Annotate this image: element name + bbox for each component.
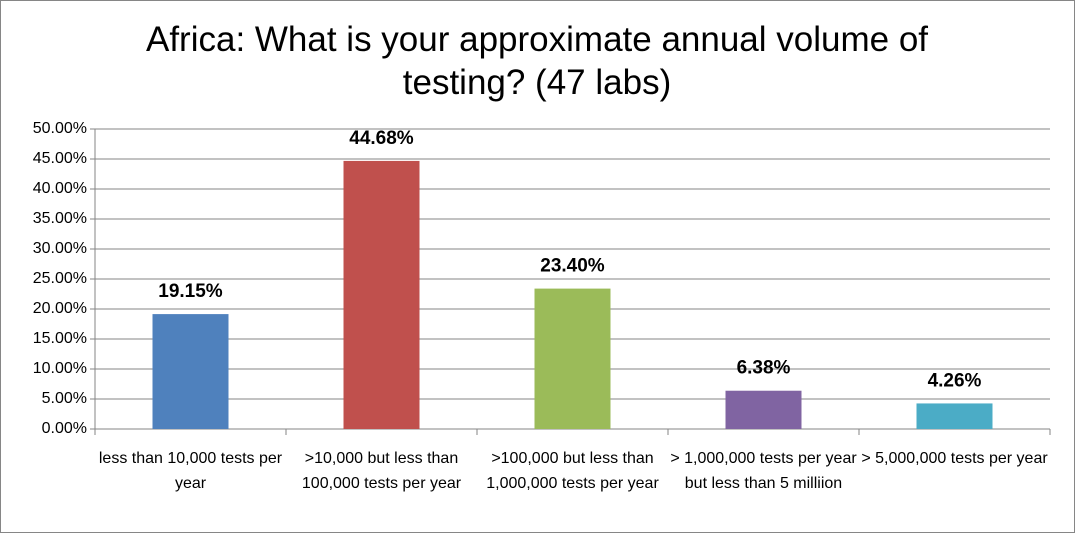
data-label: 4.26% — [928, 370, 982, 391]
y-tick-label: 25.00% — [33, 270, 87, 287]
x-tick-label: > 5,000,000 tests per year — [861, 450, 1048, 467]
bar — [725, 390, 802, 429]
y-tick-label: 50.00% — [33, 120, 87, 137]
y-tick-label: 0.00% — [42, 420, 87, 437]
data-label: 23.40% — [540, 256, 605, 277]
y-tick-label: 5.00% — [42, 390, 87, 407]
y-tick-label: 10.00% — [33, 360, 87, 377]
bar — [343, 160, 420, 430]
x-tick-label: less than 10,000 tests per year — [98, 450, 283, 492]
y-tick-label: 30.00% — [33, 240, 87, 257]
y-tick-label: 40.00% — [33, 180, 87, 197]
bar — [534, 288, 611, 429]
x-tick-label: > 1,000,000 tests per year but less than… — [670, 450, 857, 492]
y-tick-label: 15.00% — [33, 330, 87, 347]
chart-title: Africa: What is your approximate annual … — [145, 20, 929, 102]
bar — [152, 314, 229, 429]
x-tick-label: >100,000 but less than 1,000,000 tests p… — [486, 450, 659, 492]
y-tick-label: 35.00% — [33, 210, 87, 227]
data-label: 6.38% — [737, 358, 791, 379]
bar — [916, 403, 993, 429]
data-label: 19.15% — [158, 281, 223, 302]
x-tick-label: >10,000 but less than 100,000 tests per … — [301, 450, 462, 492]
y-tick-label: 20.00% — [33, 300, 87, 317]
data-label: 44.68% — [349, 128, 414, 149]
y-tick-label: 45.00% — [33, 150, 87, 167]
